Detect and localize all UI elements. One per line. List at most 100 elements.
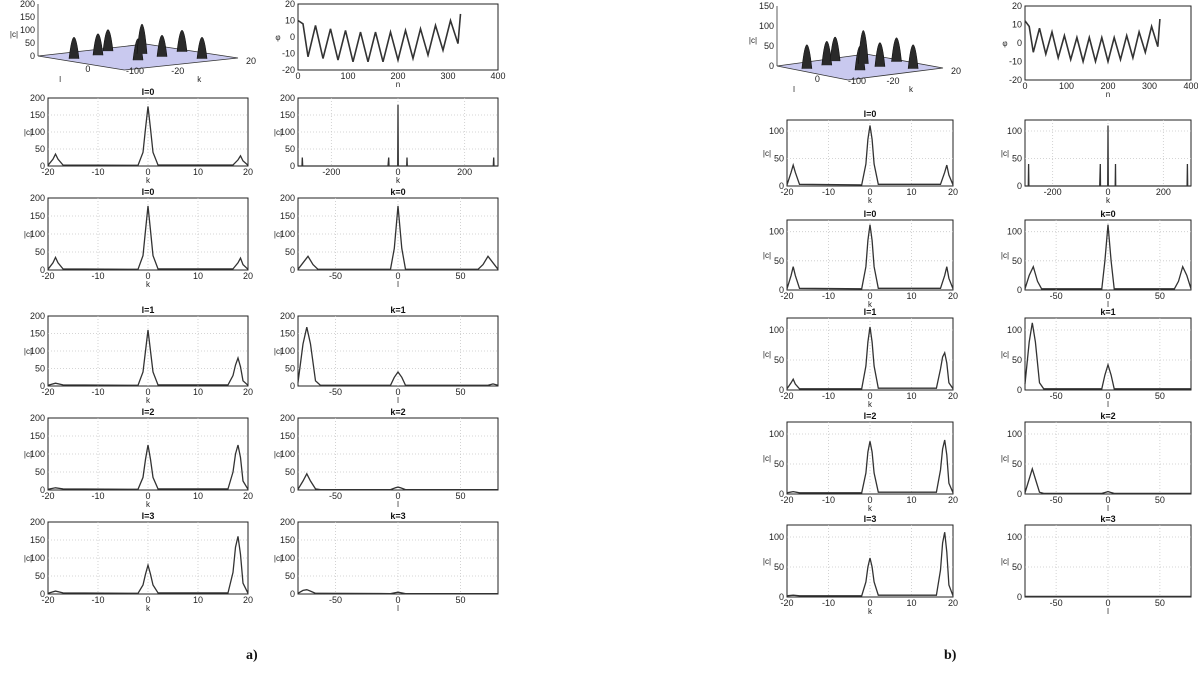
figure-b-panel-4-xtick-0: -20 <box>780 391 793 401</box>
figure-a-panel-2-ytick-0: 200 <box>30 193 45 203</box>
figure-a-surface-ztick-2: 100 <box>20 25 35 35</box>
figure-b-panel-3-xtick-2: 50 <box>1155 291 1165 301</box>
figure-a-panel-4-xtick-3: 10 <box>193 387 203 397</box>
figure-a-panel-2-ytick-1: 150 <box>30 211 45 221</box>
figure-a-panel-0: -20 -10 0 10 20 200 150 100 50 0 l=0 k |c| <box>24 87 253 185</box>
figure-a-panel-2: -20 -10 0 10 20 200 150 100 50 0 l=0 k |c| <box>24 187 253 289</box>
figure-b-panel-2-series-line <box>786 224 954 290</box>
figure-b-surface-peak-2 <box>907 44 919 69</box>
figure-b-surface-ztick-2: 50 <box>764 41 774 51</box>
figure-a-surface-peak-7 <box>136 23 148 54</box>
figure-a-panel-4-xlabel: k <box>146 396 151 405</box>
figure-a-panel-8-ytick-0: 200 <box>30 517 45 527</box>
figure-a-phase-xtick-0: 0 <box>295 71 300 81</box>
figure-a-panel-4-title: l=1 <box>142 305 155 315</box>
figure-a-panel-1-xtick-1: 0 <box>395 167 400 177</box>
figure-a-panel-4-ytick-1: 150 <box>30 329 45 339</box>
figure-b-panel-5-ytick-1: 50 <box>1012 355 1022 365</box>
figure-a-panel-3-ytick-3: 50 <box>285 247 295 257</box>
figure-a-surface-peak-0 <box>68 37 80 59</box>
figure-b-panel-5-xtick-0: -50 <box>1050 391 1063 401</box>
figure-a-panel-8-xlabel: k <box>146 604 151 613</box>
figure-a-panel-9: -50 0 50 200 150 100 50 0 k=3 l |c| <box>274 511 499 613</box>
figure-a-phase-ytick-3: -10 <box>282 49 295 59</box>
figure-b-panel-9-xtick-1: 0 <box>1105 598 1110 608</box>
figure-b-panel-9: -50 0 50 100 50 0 k=3 l |c| <box>1001 514 1192 616</box>
figure-a-panel-0-xtick-3: 10 <box>193 167 203 177</box>
figure-b-panel-0-ylabel: |c| <box>763 149 771 158</box>
figure-b-panel-0-xtick-4: 20 <box>948 187 958 197</box>
figure-a-panel-3-xtick-1: 0 <box>395 271 400 281</box>
figure-b-panel-4-ytick-1: 50 <box>774 355 784 365</box>
figure-a-surface-ztick-1: 150 <box>20 12 35 22</box>
figure-a-surface-peak-6 <box>102 29 114 52</box>
figure-b-surface-peak-0 <box>801 44 813 69</box>
figure-a-panel-0-series-line <box>47 106 249 166</box>
figure-b-phase-xtick-2: 200 <box>1100 81 1115 91</box>
figure-a-panel-6-ytick-1: 150 <box>30 431 45 441</box>
figure-b-surface-peak-5 <box>891 37 902 62</box>
figure-b-panel-0-xtick-0: -20 <box>780 187 793 197</box>
figure-a-panel-6-xtick-4: 20 <box>243 491 253 501</box>
figure-a-panel-6-ytick-2: 100 <box>30 449 45 459</box>
figure-b-panel-7-ylabel: |c| <box>1001 454 1009 463</box>
figure-a-panel-3-ytick-1: 150 <box>280 211 295 221</box>
figure-a-panel-1-ylabel: |c| <box>274 128 282 137</box>
figure-a-panel-2-ylabel: |c| <box>24 230 32 239</box>
figure-a-surface-ztick-4: 0 <box>30 51 35 61</box>
figure-a-panel-8-ytick-1: 150 <box>30 535 45 545</box>
figure-a-panel-0-xtick-0: -20 <box>41 167 54 177</box>
figure-a-panel-7-ytick-3: 50 <box>285 467 295 477</box>
figure-a-phase-ytick-1: 10 <box>285 16 295 26</box>
figure-a-surface-ytick-0: -20 <box>171 66 184 76</box>
figure-b-panel-9-xtick-0: -50 <box>1050 598 1063 608</box>
figure-b-phase-xtick-4: 400 <box>1183 81 1198 91</box>
figure-a-panel-5-title: k=1 <box>390 305 405 315</box>
figure-b-panel-5-title: k=1 <box>1100 307 1115 317</box>
figure-a-panel-5-ylabel: |c| <box>274 347 282 356</box>
figure-a-panel-6-ytick-0: 200 <box>30 413 45 423</box>
figure-b-phase-frame <box>1024 5 1192 81</box>
panel-label-b: b) <box>944 648 957 663</box>
figure-b-phase-ytick-4: -20 <box>1009 75 1022 85</box>
figure-a-panel-7-ytick-1: 150 <box>280 431 295 441</box>
figure-b-panel-2-frame <box>786 219 954 291</box>
figure-a-panel-0-ytick-0: 200 <box>30 93 45 103</box>
figure-a-panel-4-xtick-0: -20 <box>41 387 54 397</box>
figure-b-panel-8-title: l=3 <box>864 514 877 524</box>
figure-b-panel-4: -20 -10 0 10 20 100 50 0 l=1 k |c| <box>763 307 958 409</box>
figure-a-phase-xtick-4: 400 <box>490 71 505 81</box>
figure-b-panel-3-xtick-0: -50 <box>1050 291 1063 301</box>
figure-a-panel-0-ytick-1: 150 <box>30 110 45 120</box>
figure-a-panel-7-ytick-2: 100 <box>280 449 295 459</box>
panel-label-a: a) <box>246 648 258 663</box>
figure-b-phase-ytick-0: 20 <box>1012 1 1022 11</box>
figure-b-phase-xtick-1: 100 <box>1059 81 1074 91</box>
figure-b-phase-xlabel: n <box>1106 90 1110 99</box>
figure-a-panel-9-ytick-4: 0 <box>290 589 295 599</box>
figure-a-surface-ytick-1: 20 <box>246 56 256 66</box>
figure-b-panel-8-ytick-0: 100 <box>769 532 784 542</box>
figure-b-panel-1-series-line <box>1025 125 1191 187</box>
figure-a-panel-8-ytick-2: 100 <box>30 553 45 563</box>
figure-b-panel-8-xlabel: k <box>868 607 873 616</box>
figure-a-panel-6-title: l=2 <box>142 407 155 417</box>
figure-b-phase-xtick-3: 300 <box>1142 81 1157 91</box>
figure-a-phase-xtick-1: 100 <box>340 71 355 81</box>
figure-b-panel-4-xtick-4: 20 <box>948 391 958 401</box>
figure-a-panel-7-xlabel: l <box>397 500 399 509</box>
figure-b-surface-peak-4 <box>874 42 886 67</box>
figure-b-panel-6-xlabel: k <box>868 504 873 513</box>
figure-b-panel-6-ytick-1: 50 <box>774 459 784 469</box>
figure-a-panel-2-title: l=0 <box>142 187 155 197</box>
figure-a-panel-9-xtick-1: 0 <box>395 595 400 605</box>
figure-b-panel-7-ytick-1: 50 <box>1012 459 1022 469</box>
figure-a-panel-4-ytick-4: 0 <box>40 381 45 391</box>
figure-b-panel-9-ytick-1: 50 <box>1012 562 1022 572</box>
figure-b-panel-7-xtick-0: -50 <box>1050 495 1063 505</box>
figure-a-phase-ytick-4: -20 <box>282 65 295 75</box>
figure-b-phase-series-line <box>1024 18 1161 65</box>
figure-b-panel-5-ytick-2: 0 <box>1017 385 1022 395</box>
figure-a-panel-2-xtick-1: -10 <box>91 271 104 281</box>
